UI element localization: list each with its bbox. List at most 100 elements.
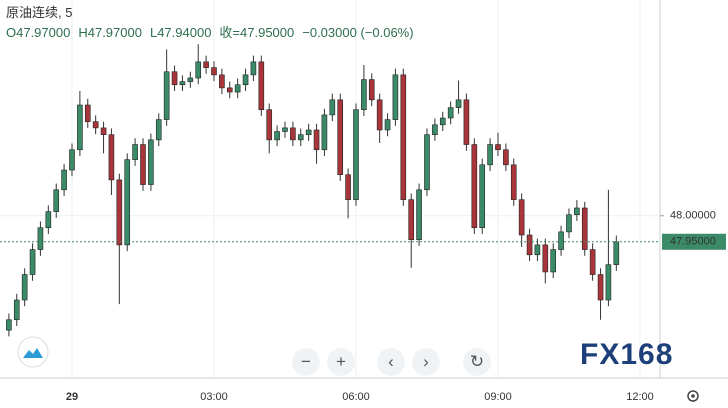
candle xyxy=(179,75,186,91)
candle xyxy=(242,68,249,91)
candle xyxy=(329,93,336,122)
candle xyxy=(313,123,320,164)
candle xyxy=(439,111,446,132)
candle xyxy=(432,118,438,141)
candle-body xyxy=(92,121,99,129)
candle xyxy=(61,163,67,197)
candle xyxy=(361,64,367,116)
candle xyxy=(534,238,541,262)
candle xyxy=(447,101,454,125)
candle xyxy=(187,71,194,88)
candle xyxy=(321,108,328,156)
scroll-left-button[interactable]: ‹ xyxy=(377,348,405,376)
candle-body xyxy=(179,81,186,86)
candle-body xyxy=(581,207,588,250)
candle xyxy=(368,73,375,107)
candle-body xyxy=(313,129,320,151)
candle-body xyxy=(510,164,517,200)
candle xyxy=(116,173,123,305)
scroll-right-button[interactable]: › xyxy=(412,348,440,376)
candle-body xyxy=(29,249,36,275)
logo-icon[interactable] xyxy=(17,336,49,368)
zoom-in-button[interactable]: + xyxy=(327,348,355,376)
candle xyxy=(226,81,233,99)
candle-body xyxy=(479,164,486,229)
candle-body xyxy=(226,87,233,93)
candle-body xyxy=(353,109,359,200)
candle xyxy=(566,208,572,239)
candle-body xyxy=(195,61,202,79)
candle xyxy=(297,128,304,147)
candle xyxy=(290,121,296,147)
candle xyxy=(37,221,44,256)
candle-body xyxy=(242,74,249,86)
candle-body xyxy=(148,139,154,185)
candle xyxy=(108,128,115,195)
open: O47.97000 xyxy=(6,25,71,40)
candle-body xyxy=(187,77,194,82)
candle xyxy=(605,189,612,307)
candle xyxy=(219,68,225,95)
candle-body xyxy=(432,124,438,135)
candle xyxy=(597,268,604,320)
candle xyxy=(408,193,415,268)
candle-body xyxy=(219,74,225,89)
candle-body xyxy=(21,274,28,301)
candle xyxy=(463,93,470,151)
candle-body xyxy=(13,299,20,321)
legend: 原油连续, 5 O47.97000 H47.97000 L47.94000 收=47.… xyxy=(6,3,422,43)
candle xyxy=(77,90,83,156)
candle xyxy=(503,143,509,172)
candle-body xyxy=(518,199,525,236)
candle xyxy=(558,225,564,256)
candle-body xyxy=(69,149,75,171)
x-tick-label: 09:00 xyxy=(484,391,512,403)
candle xyxy=(400,68,407,206)
candle-body xyxy=(597,274,604,301)
candle-body xyxy=(203,61,209,68)
last-price-label: 47.95000 xyxy=(670,236,716,248)
candle xyxy=(542,238,549,284)
candle-body xyxy=(361,79,367,111)
candle-body xyxy=(124,159,131,246)
settings-icon[interactable] xyxy=(687,390,699,402)
candle-body xyxy=(503,149,509,166)
zoom-out-button[interactable]: − xyxy=(292,348,320,376)
candle-body xyxy=(487,144,493,166)
candle-body xyxy=(605,264,612,301)
candle xyxy=(140,138,146,191)
candle xyxy=(424,128,430,197)
y-tick-label: 48.00000 xyxy=(670,210,716,222)
candle xyxy=(195,44,202,85)
candle-body xyxy=(337,99,344,176)
candle-body xyxy=(37,227,44,250)
last-price-badge xyxy=(662,233,726,250)
candle-body xyxy=(447,107,454,119)
candle-body xyxy=(471,144,478,229)
candle-body xyxy=(77,104,83,151)
candle xyxy=(416,183,422,246)
candle-body xyxy=(234,84,241,93)
candle-body xyxy=(53,189,60,212)
candle-body xyxy=(455,99,462,108)
candle-body xyxy=(574,207,580,216)
ohlc: O47.97000 H47.97000 L47.94000 收=47.95000 −0.… xyxy=(6,23,422,43)
candle xyxy=(203,55,209,74)
candle-body xyxy=(329,99,336,116)
candle-body xyxy=(297,134,304,141)
candle-body xyxy=(155,119,162,141)
symbol[interactable]: 原油连续, 5 xyxy=(6,5,73,20)
candle xyxy=(250,55,257,82)
candle xyxy=(274,125,280,147)
candle-body xyxy=(321,114,328,151)
candle-body xyxy=(400,74,407,200)
x-tick-label: 29 xyxy=(66,391,78,403)
candle-body xyxy=(424,134,430,191)
x-tick-label: 03:00 xyxy=(200,391,228,403)
reset-button[interactable]: ↻ xyxy=(463,348,491,376)
candle-body xyxy=(290,127,296,141)
candle xyxy=(45,205,52,234)
candle xyxy=(376,93,383,143)
